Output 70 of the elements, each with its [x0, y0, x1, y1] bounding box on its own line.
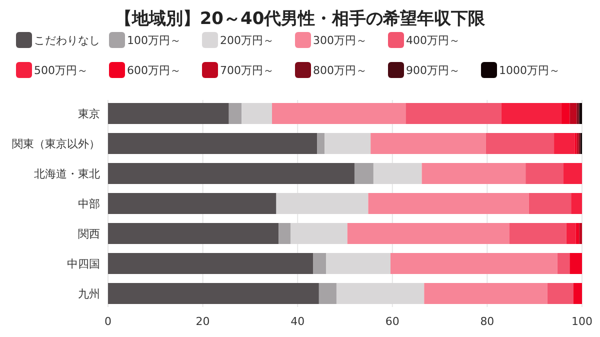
bar — [557, 253, 570, 274]
y-tick-label: 中四国 — [67, 258, 100, 270]
bar — [108, 103, 229, 124]
bar — [547, 283, 574, 304]
bar — [501, 103, 562, 124]
x-tick-label: 60 — [385, 315, 400, 328]
legend-label: 700万円～ — [220, 64, 274, 77]
legend-label: 400万円～ — [406, 34, 460, 47]
legend-label: 300万円～ — [313, 34, 367, 47]
bar — [108, 193, 276, 214]
bar — [561, 103, 570, 124]
bar — [554, 133, 575, 154]
bar — [228, 103, 242, 124]
bar — [579, 223, 582, 244]
bar — [336, 283, 424, 304]
bar — [509, 223, 566, 244]
bar — [368, 193, 529, 214]
bar — [272, 103, 406, 124]
y-tick-label: 北海道・東北 — [34, 168, 100, 180]
bar — [424, 283, 548, 304]
bar — [570, 103, 577, 124]
bar — [108, 133, 318, 154]
bar — [570, 253, 582, 274]
y-tick-label: 関西 — [78, 228, 100, 240]
bar — [278, 223, 290, 244]
bar — [406, 103, 502, 124]
bar — [422, 163, 526, 184]
bar — [313, 253, 326, 274]
legend-label: 900万円～ — [406, 64, 460, 77]
bar — [108, 283, 319, 304]
y-tick-label: 九州 — [78, 288, 100, 300]
bar — [373, 163, 422, 184]
legend-label: 800万円～ — [313, 64, 367, 77]
bar — [571, 193, 582, 214]
bar — [108, 223, 279, 244]
bar — [317, 133, 325, 154]
bar — [576, 223, 580, 244]
y-tick-label: 東京 — [78, 108, 100, 120]
bar — [290, 223, 348, 244]
x-tick-label: 20 — [196, 315, 210, 328]
bar — [347, 223, 510, 244]
bar — [390, 253, 558, 274]
legend-label: こだわりなし — [34, 34, 100, 47]
y-tick-label: 関東（東京以外） — [12, 138, 100, 150]
legend-label: 100万円～ — [127, 34, 181, 47]
chart-title: 【地域別】20～40代男性・相手の希望年収下限 — [114, 9, 486, 29]
bar — [573, 283, 582, 304]
bar — [326, 253, 391, 274]
bar — [526, 163, 564, 184]
bar — [566, 223, 576, 244]
x-tick-label: 80 — [480, 315, 494, 328]
bar — [564, 163, 582, 184]
x-tick-label: 100 — [572, 315, 592, 328]
legend-label: 200万円～ — [220, 34, 274, 47]
bar — [318, 283, 336, 304]
bar — [370, 133, 486, 154]
bar — [108, 253, 314, 274]
x-tick-label: 40 — [290, 315, 305, 328]
legend-label: 600万円～ — [127, 64, 181, 77]
bar — [276, 193, 368, 214]
x-tick-label: 0 — [104, 315, 112, 328]
legend-label: 500万円～ — [34, 64, 88, 77]
legend-label: 1000万円～ — [499, 64, 560, 77]
bar — [324, 133, 371, 154]
bar — [242, 103, 272, 124]
y-tick-label: 中部 — [78, 198, 100, 210]
bar — [108, 163, 354, 184]
bar — [528, 193, 572, 214]
bar — [486, 133, 554, 154]
bar — [354, 163, 374, 184]
